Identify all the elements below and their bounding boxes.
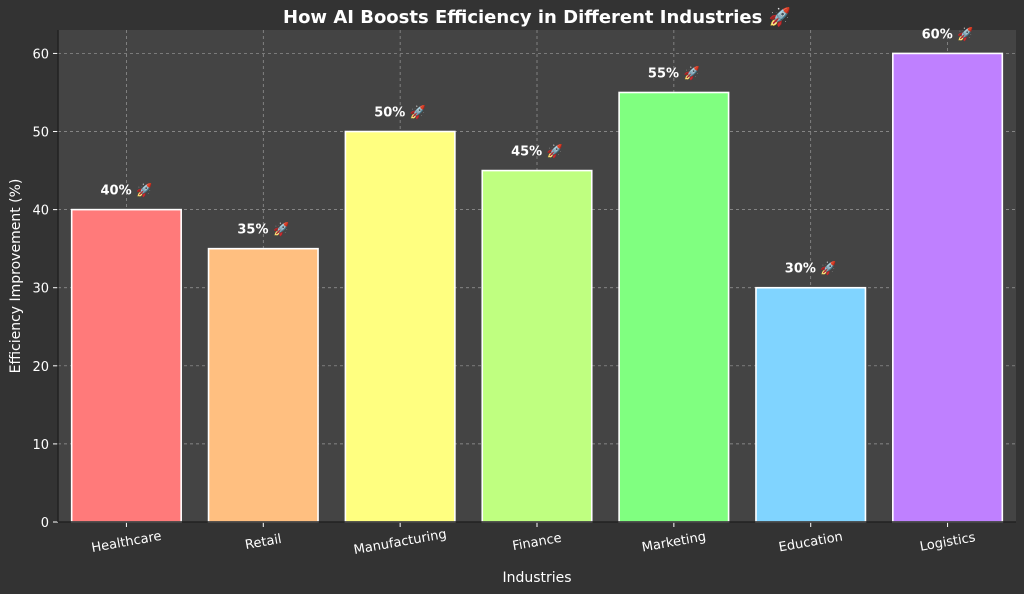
y-axis-title: Efficiency Improvement (%): [8, 179, 24, 374]
data-label-healthcare: 40% 🚀: [101, 183, 153, 199]
y-tick-label: 50: [32, 126, 49, 141]
bar-logistics: [892, 52, 1004, 523]
data-label-manufacturing: 50% 🚀: [374, 105, 426, 121]
y-tick-label: 60: [32, 47, 49, 62]
x-axis-title: Industries: [502, 570, 571, 586]
x-tick-label-retail: Retail: [244, 532, 283, 553]
data-label-marketing: 55% 🚀: [648, 65, 700, 81]
bar-retail: [207, 247, 319, 523]
x-tick-label-healthcare: Healthcare: [90, 529, 162, 556]
bar-finance: [481, 169, 593, 523]
data-label-retail: 35% 🚀: [237, 222, 289, 238]
x-tick-label-education: Education: [778, 529, 844, 555]
bar-marketing: [618, 91, 730, 523]
x-tick-label-manufacturing: Manufacturing: [353, 527, 448, 558]
y-tick-label: 0: [41, 516, 49, 531]
y-tick-label: 20: [32, 360, 49, 375]
bars: 40% 🚀 35% 🚀 50% 🚀 45% 🚀 55% 🚀 30% 🚀 60% 🚀: [70, 26, 1004, 523]
y-tick-label: 10: [32, 438, 49, 453]
x-tick-label-finance: Finance: [511, 531, 563, 554]
data-label-education: 30% 🚀: [785, 261, 837, 277]
y-tick-label: 30: [32, 282, 49, 297]
data-label-logistics: 60% 🚀: [922, 26, 974, 42]
bar-healthcare: [70, 208, 182, 523]
chart-title: How AI Boosts Efficiency in Different In…: [283, 6, 791, 28]
x-tick-label-marketing: Marketing: [641, 529, 707, 555]
bar-manufacturing: [344, 130, 456, 523]
data-label-finance: 45% 🚀: [511, 144, 563, 160]
y-tick-label: 40: [32, 204, 49, 219]
bar-education: [755, 286, 867, 523]
x-tick-label-logistics: Logistics: [919, 530, 977, 555]
